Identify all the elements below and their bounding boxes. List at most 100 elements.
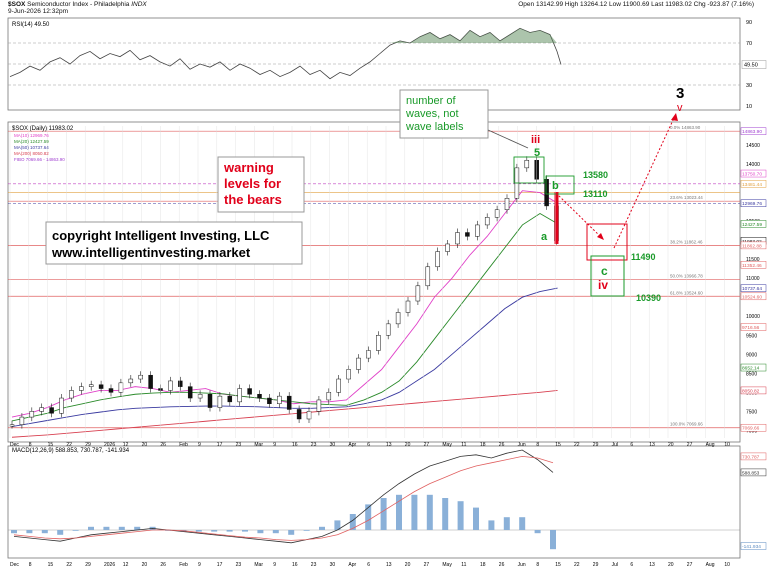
price-tag-box	[740, 261, 767, 269]
warning-line1: warning	[223, 160, 274, 175]
price-x-tick: May	[442, 442, 452, 448]
candle	[9, 424, 15, 427]
red-target-box	[586, 223, 628, 261]
price-tag: 12969.76	[742, 201, 762, 207]
price-x-tick: 2026	[104, 442, 115, 448]
price-x-tick: 22	[66, 442, 72, 448]
waves-note-box	[399, 89, 489, 139]
candle	[207, 393, 213, 408]
legend-ma50: MA(50) 10737.64	[14, 145, 49, 150]
price-x-tick: 17	[217, 442, 223, 448]
price-tag: 13750.70	[742, 172, 762, 178]
candle	[366, 350, 371, 359]
rsi-overbought-fill	[10, 28, 561, 43]
price-tag: 9716.56	[742, 325, 760, 331]
fib-label: 0.0% 14863.90	[670, 125, 701, 130]
price-x-tick: 11	[461, 442, 466, 448]
ma10-line	[11, 190, 558, 418]
candle	[395, 312, 401, 325]
warning-text: warning levels for the bears	[223, 160, 285, 207]
macd-x-tick: 20	[668, 562, 674, 568]
macd-histogram-bar	[550, 530, 556, 550]
price-x-tick: Jul	[612, 442, 618, 448]
macd-x-tick: 9	[198, 562, 201, 568]
candle	[385, 323, 391, 336]
macd-x-tick: 27	[687, 562, 693, 568]
rsi-tick-label: 30	[746, 83, 752, 89]
price-x-tick: Apr	[348, 442, 356, 448]
wave-3-label: 3	[676, 85, 684, 102]
macd-histogram-bar	[272, 530, 279, 534]
projection-path	[555, 117, 675, 249]
candle	[69, 390, 74, 399]
price-x-tick: 26	[499, 442, 505, 448]
price-tick-label: 11000	[746, 276, 760, 282]
fib-label: 38.2% 11862.46	[670, 239, 703, 244]
macd-x-tick: 20	[405, 562, 411, 568]
candle	[39, 407, 44, 412]
price-x-tick: Feb	[179, 442, 188, 448]
candle	[257, 393, 262, 399]
candle	[277, 395, 282, 405]
macd-histogram-bar	[303, 530, 310, 531]
macd-histogram-bar	[380, 498, 387, 530]
rsi-tick-label: 10	[746, 104, 752, 110]
price-tick-label: 8500	[746, 371, 757, 377]
price-x-tick: 12	[123, 442, 129, 448]
price-tag: 12427.59	[742, 222, 762, 228]
box-13580	[513, 156, 545, 184]
price-x-tick: 20	[142, 442, 148, 448]
price-x-tick: Aug	[706, 442, 715, 448]
candle	[187, 386, 193, 399]
macd-x-tick: 23	[236, 562, 242, 568]
candle	[118, 382, 124, 393]
macd-histogram-bar	[226, 530, 233, 532]
price-x-tick: 13	[386, 442, 392, 448]
candle	[29, 411, 35, 418]
datetime: 9-Jun-2026 12:32pm	[8, 8, 68, 15]
macd-histogram-bar	[88, 526, 94, 530]
macd-histogram-bar	[488, 520, 495, 530]
price-tag-box	[740, 169, 767, 178]
macd-histogram-bar	[503, 517, 510, 530]
wave-v-label: v	[677, 102, 683, 114]
macd-histogram-bar	[288, 530, 295, 535]
arrow-down-icon	[597, 233, 604, 240]
candle	[138, 374, 143, 380]
macd-histogram-bar	[365, 504, 372, 530]
axis-layer: 907050301049.501450014000135001300012500…	[10, 20, 767, 568]
price-x-tick: 20	[405, 442, 411, 448]
rsi-value-label: 49.50	[744, 63, 758, 69]
waves-note-pointer	[487, 129, 529, 149]
candle	[59, 397, 64, 414]
price-tag: 14863.90	[742, 129, 762, 135]
macd-histogram-bar	[334, 520, 341, 530]
candle	[316, 399, 322, 412]
rsi-tick-label: 90	[746, 20, 752, 26]
macd-histogram-bar	[211, 530, 218, 532]
price-tick-label: 9500	[746, 333, 757, 339]
price-x-tick: 8	[29, 442, 32, 448]
candle	[336, 378, 341, 393]
price-tag-box	[740, 386, 767, 395]
candle	[108, 388, 114, 393]
wave-5-label: 5	[534, 147, 540, 159]
macd-x-tick: 17	[217, 562, 223, 568]
price-x-tick: 30	[330, 442, 336, 448]
price-tag: 11352.46	[742, 263, 762, 269]
macd-title: MACD(12,26,9) 588.853, 730.787, -141.934	[12, 448, 130, 454]
waves-note: number of waves, not wave labels	[405, 95, 464, 133]
price-panel	[7, 121, 741, 443]
legend-ma10: MA(10) 12969.76	[14, 133, 49, 138]
macd-histogram-bar	[57, 530, 64, 535]
candle	[306, 411, 312, 420]
price-x-tick: 18	[480, 442, 486, 448]
price-x-tick: 16	[292, 442, 298, 448]
candle	[346, 369, 351, 380]
macd-x-tick: 2026	[104, 562, 115, 568]
macd-x-tick: 11	[461, 562, 466, 568]
macd-line	[13, 449, 554, 544]
macd-x-tick: 15	[555, 562, 561, 568]
macd-x-tick: May	[442, 562, 452, 568]
price-x-tick: 9	[198, 442, 201, 448]
